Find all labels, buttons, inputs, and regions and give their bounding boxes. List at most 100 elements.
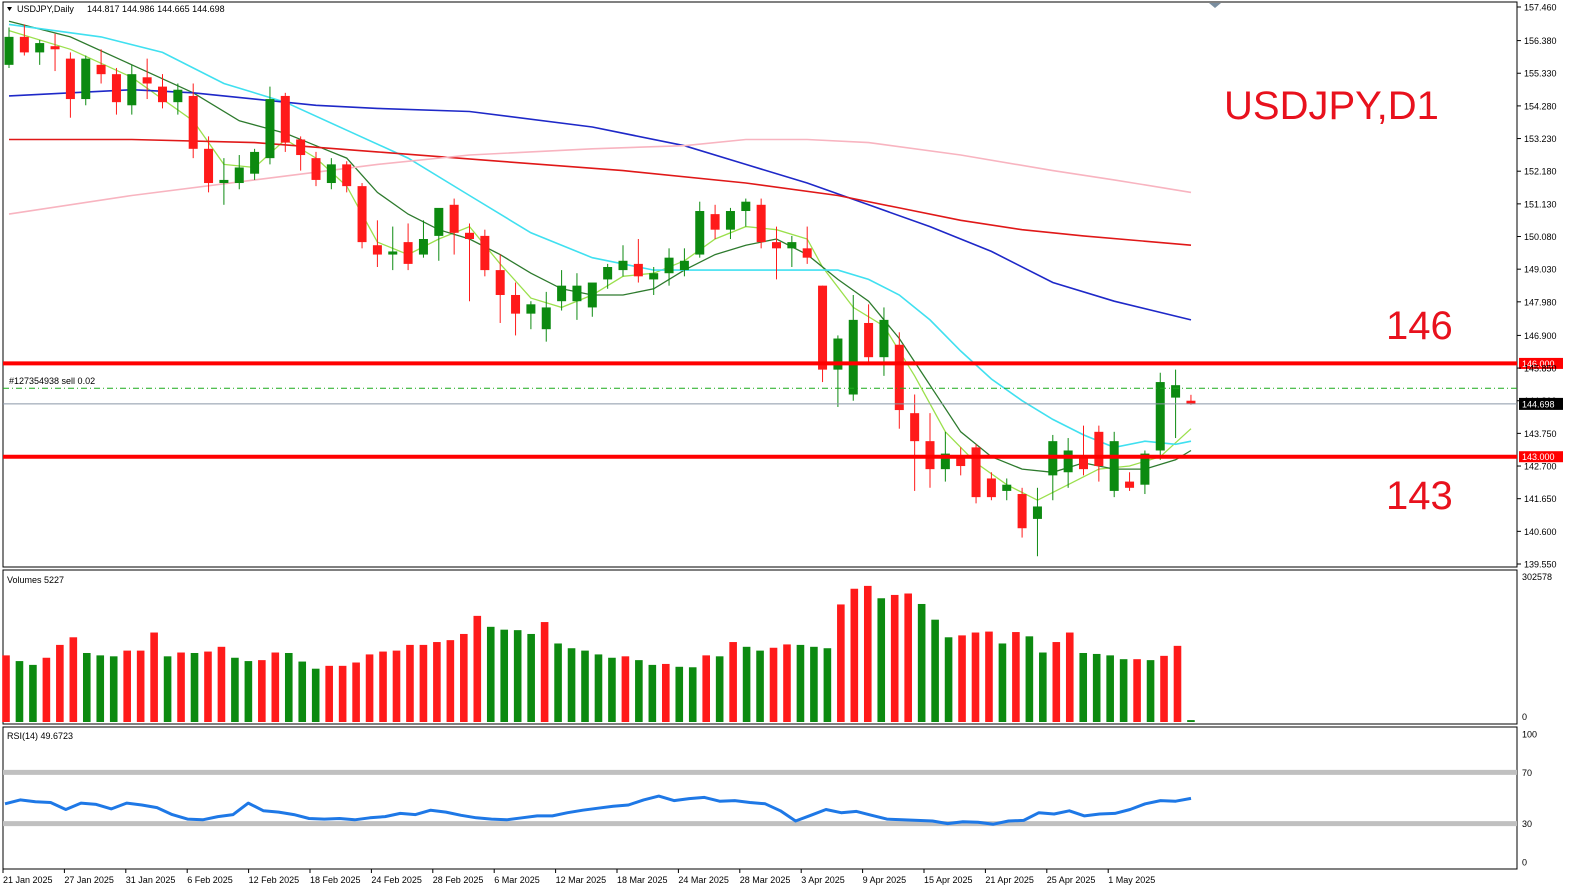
candle <box>741 198 751 227</box>
candle <box>465 223 474 302</box>
candle <box>342 161 352 193</box>
candle <box>894 332 904 429</box>
volume-bar <box>958 635 966 722</box>
volume-bar <box>863 585 872 722</box>
candle <box>449 198 459 255</box>
volume-bar <box>284 652 293 722</box>
volume-bar <box>783 644 791 722</box>
order-label: #127354938 sell 0.02 <box>9 376 95 386</box>
symbol-dropdown-icon[interactable] <box>7 7 12 11</box>
volume-bar <box>163 656 172 722</box>
volume-bar <box>1079 652 1088 722</box>
candle <box>265 86 275 165</box>
candle <box>434 207 444 261</box>
volume-bar <box>944 637 953 722</box>
volume-bar <box>567 648 576 722</box>
volume-zero-label: 0 <box>1522 712 1527 722</box>
volume-bar <box>190 652 199 722</box>
volume-bar <box>1092 653 1101 722</box>
volume-bar <box>392 650 401 722</box>
candle <box>1063 438 1073 488</box>
rsi-panel[interactable] <box>2 726 1518 870</box>
price-tick-label: 157.460 <box>1524 3 1557 13</box>
candle <box>326 158 336 190</box>
price-panel[interactable] <box>2 1 1518 568</box>
candle <box>1002 478 1012 501</box>
candle <box>971 444 981 504</box>
rsi-title: RSI(14) 49.6723 <box>7 731 73 741</box>
candle <box>511 282 521 336</box>
price-tick-label: 143.750 <box>1524 429 1557 439</box>
volume-bar <box>931 619 939 722</box>
volume-bar <box>244 661 253 722</box>
volume-bar <box>406 644 414 722</box>
volume-bar <box>42 657 51 722</box>
candle <box>142 58 152 100</box>
volume-bar <box>662 663 670 722</box>
candle <box>111 67 121 115</box>
moving-average-line-ma-cyan <box>8 23 1192 449</box>
volume-bar <box>96 655 105 722</box>
volume-bar <box>971 632 980 722</box>
date-tick-label: 27 Jan 2025 <box>64 875 114 885</box>
volume-bar <box>473 615 482 722</box>
scroll-marker-icon[interactable] <box>1209 3 1221 8</box>
volume-bar <box>365 654 374 722</box>
candle <box>173 83 183 115</box>
candle <box>618 245 628 277</box>
volume-bar <box>742 646 751 722</box>
price-tick-label: 146.900 <box>1524 331 1557 341</box>
candle <box>1155 372 1165 460</box>
candle <box>695 201 705 258</box>
volume-bar <box>729 642 737 722</box>
candle <box>296 136 306 171</box>
candle <box>864 304 874 364</box>
volume-bar <box>1133 659 1141 722</box>
price-tick-label: 150.080 <box>1524 232 1557 242</box>
candle <box>127 64 137 115</box>
volume-bar <box>635 660 643 722</box>
volume-bar <box>15 661 24 722</box>
candle <box>1186 394 1196 405</box>
volume-bar <box>109 656 118 722</box>
ohlc-readout: 144.817 144.986 144.665 144.698 <box>87 4 225 14</box>
volume-bar <box>1173 645 1182 722</box>
date-tick-label: 9 Apr 2025 <box>863 875 907 885</box>
rsi-line <box>4 794 1192 826</box>
volume-bar <box>513 630 522 722</box>
candle <box>250 148 260 180</box>
volume-bar <box>352 662 360 722</box>
date-tick-label: 25 Apr 2025 <box>1047 875 1096 885</box>
candle <box>158 74 167 109</box>
date-tick-label: 18 Mar 2025 <box>617 875 668 885</box>
price-tick-label: 149.030 <box>1524 265 1557 275</box>
volume-bar <box>69 637 78 722</box>
candle <box>65 52 75 118</box>
volume-bar <box>1146 660 1155 722</box>
date-tick-label: 3 Apr 2025 <box>801 875 845 885</box>
volume-bar <box>446 640 455 722</box>
candle <box>219 158 229 205</box>
candle <box>204 136 214 193</box>
volume-bar <box>177 652 185 722</box>
volume-bar <box>486 626 495 722</box>
candle <box>910 394 920 491</box>
volume-bar <box>675 666 684 722</box>
candle <box>81 55 91 106</box>
candle <box>572 273 582 320</box>
candle <box>526 301 536 330</box>
level-143-label: 143 <box>1386 474 1453 518</box>
price-tick-label: 152.180 <box>1524 167 1557 177</box>
candle <box>188 83 198 159</box>
candle <box>357 183 367 249</box>
volume-bar <box>850 588 859 722</box>
volume-max-label: 302578 <box>1522 572 1552 582</box>
volume-bar <box>688 667 697 722</box>
candle <box>956 447 966 476</box>
volume-bar <box>823 648 832 722</box>
candle <box>802 226 812 264</box>
volume-bar <box>204 651 212 722</box>
candle <box>480 229 490 277</box>
volume-bar <box>231 657 239 722</box>
